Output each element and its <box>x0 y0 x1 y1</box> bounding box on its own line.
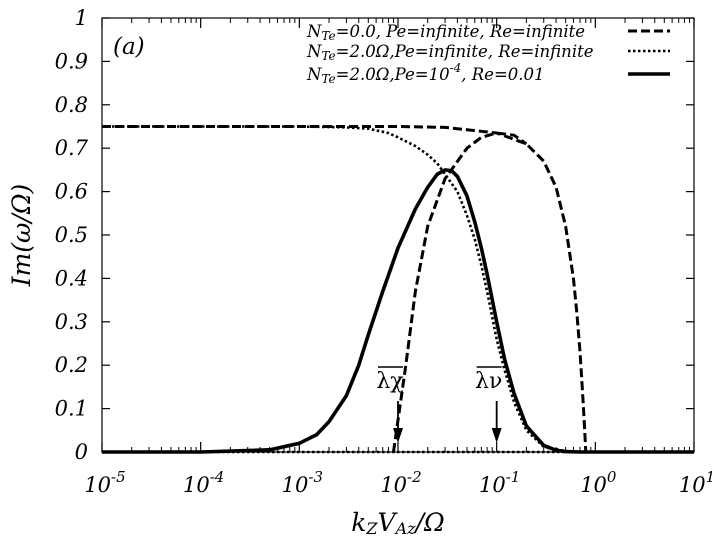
x-tick-label: 10-4 <box>183 468 224 497</box>
y-tick-label: 0.8 <box>55 93 88 117</box>
y-tick-label: 0.2 <box>55 353 88 377</box>
x-tick-label: 10-1 <box>479 468 520 497</box>
series-line-solid <box>102 168 694 454</box>
legend-entry-label: NTe=2.0Ω,Pe=10-4, Re=0.01 <box>306 61 545 86</box>
y-tick-label: 1 <box>75 6 88 30</box>
y-tick-label: 0.3 <box>55 310 88 334</box>
annotation-arrow-head <box>491 428 502 443</box>
annotation-label: λν <box>475 369 502 394</box>
legend-entry-label: NTe=2.0Ω,Pe=infinite, Re=infinite <box>306 42 594 63</box>
x-tick-label: 101 <box>679 468 715 497</box>
panel-label: (a) <box>113 34 145 60</box>
x-label-tail: /Ω <box>414 508 445 537</box>
annotations-layer: λχ λν <box>376 366 502 443</box>
y-tick-label: 0.7 <box>55 136 89 160</box>
x-label-v: V <box>378 508 399 537</box>
y-tick-label: 0 <box>75 440 88 464</box>
y-tick-label: 0.6 <box>55 180 88 204</box>
curves-layer <box>102 125 694 454</box>
series-line-dashed <box>392 131 528 453</box>
y-tick-label: 0.5 <box>55 223 88 247</box>
x-tick-label: 100 <box>580 468 617 497</box>
x-axis-label: kZVAz/Ω <box>351 508 444 538</box>
legend: NTe=0.0, Pe=infinite, Re=infiniteNTe=2.0… <box>306 22 670 86</box>
x-tick-label: 10-5 <box>84 468 125 497</box>
y-axis-label: Im(ω/Ω) <box>7 184 36 288</box>
annotation-arrow-head <box>393 428 403 443</box>
series-line-dotted <box>102 125 586 454</box>
y-tick-label: 0.9 <box>55 49 88 73</box>
x-label-v-sub: Az <box>394 519 417 538</box>
x-label-k-sub: Z <box>365 519 378 538</box>
y-tick-label: 0.4 <box>55 266 88 290</box>
y-tick-label: 0.1 <box>55 397 88 421</box>
x-tick-label: 10-3 <box>282 468 323 497</box>
annotation-label: λχ <box>376 369 403 394</box>
x-tick-label: 10-2 <box>380 468 421 497</box>
x-label-k: k <box>351 508 366 537</box>
legend-entry-label: NTe=0.0, Pe=infinite, Re=infinite <box>306 22 585 43</box>
